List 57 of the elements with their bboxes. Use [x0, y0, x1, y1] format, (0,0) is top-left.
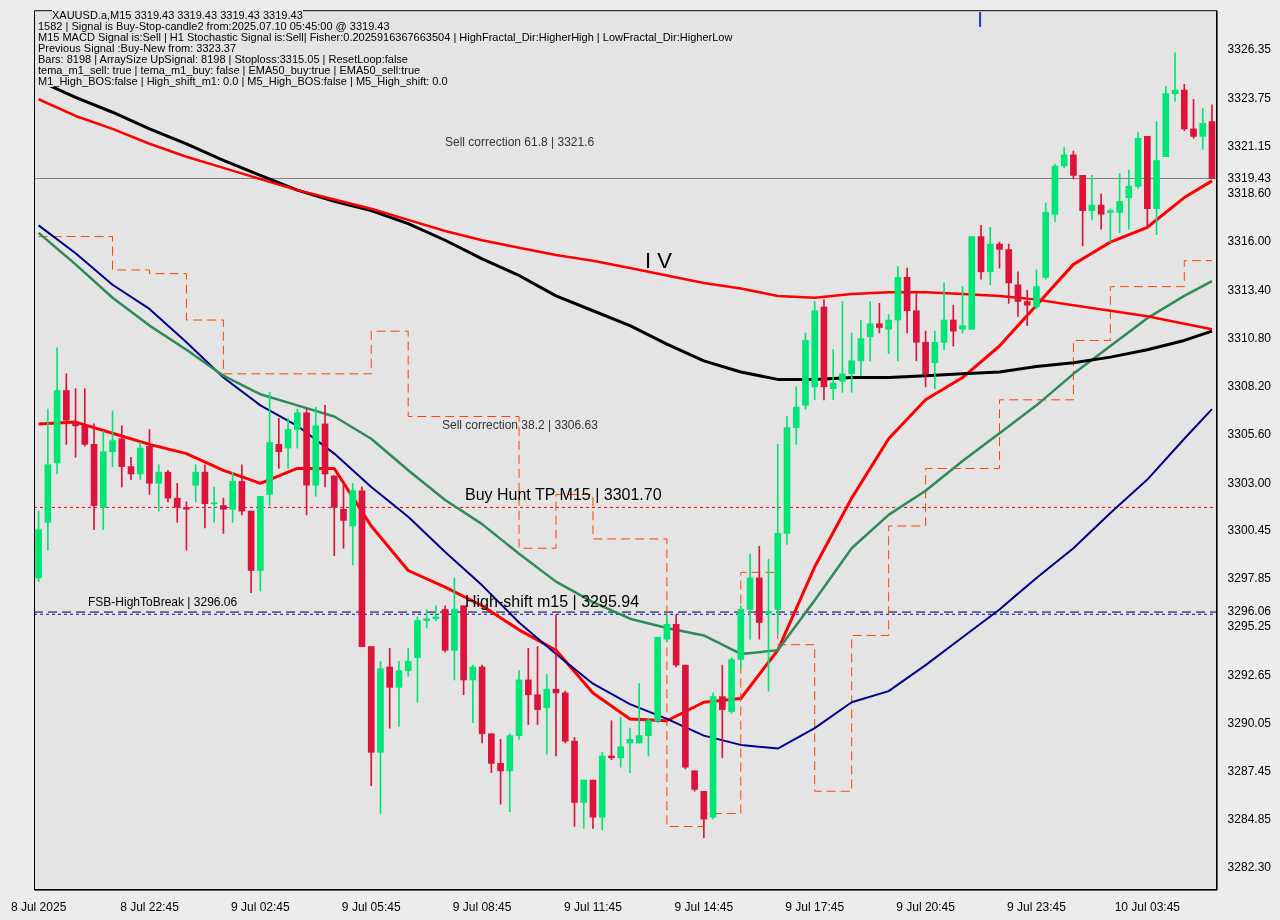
y-tick-label: 3318.60	[1227, 186, 1272, 201]
y-tick-label: 3326.35	[1227, 42, 1272, 57]
y-tick-label: 3300.45	[1227, 522, 1272, 537]
x-tick-label: 9 Jul 02:45	[231, 900, 291, 915]
annotation: Bars: 8198 | ArraySize UpSignal: 8198 | Stoploss:3315.05 | ResetLoop:false	[38, 53, 408, 66]
annotation: 1582 | Signal is Buy-Stop-candle2 from:2025.07.10 05:45:00 @ 3319.43	[38, 20, 390, 33]
x-tick-label: 9 Jul 08:45	[452, 900, 512, 915]
y-tick-label: 3295.25	[1227, 619, 1272, 634]
y-tick-label: 3303.00	[1227, 475, 1272, 490]
candlestick	[173, 482, 181, 523]
annotation: M1_High_BOS:false | High_shift_m1: 0.0 | M5_High_BOS:false | M5_High_shift: 0.0	[38, 75, 448, 88]
y-tick-label: 3310.80	[1227, 330, 1272, 345]
candlestick	[635, 683, 643, 744]
annotation: tema_m1_sell: true | tema_m1_buy: false | EMA50_buy:true | EMA50_sell:true	[38, 64, 421, 77]
y-tick-label: 3282.30	[1227, 859, 1272, 874]
candlestick	[1023, 290, 1031, 326]
x-tick-label: 9 Jul 11:45	[564, 900, 623, 915]
x-tick-label: 9 Jul 05:45	[341, 900, 401, 915]
y-tick-label: 3319.43	[1227, 170, 1272, 185]
candlestick	[829, 349, 837, 401]
candlestick	[386, 648, 394, 729]
annotation: Previous Signal :Buy-New from: 3323.37	[38, 42, 237, 55]
x-tick-label: 8 Jul 22:45	[120, 900, 180, 915]
y-tick-label: 3284.85	[1227, 812, 1272, 827]
annotation: I	[977, 7, 984, 32]
annotation: Sell correction 61.8 | 3321.6	[445, 135, 595, 149]
y-tick-label: 3287.45	[1227, 764, 1272, 779]
y-tick-label: 3323.75	[1227, 90, 1272, 105]
annotation: M15 MACD Signal is:Sell | H1 Stochastic Signal is:Sell| Fisher:0.2025916367663504 | HighFractal_Dir:HigherHigh | LowFractal_Dir:HigherLow	[38, 31, 733, 44]
candlestick	[524, 648, 532, 725]
y-tick-label: 3313.40	[1227, 282, 1272, 297]
x-tick-label: 8 Jul 2025	[10, 900, 67, 915]
candlestick	[617, 716, 625, 768]
x-tick-label: 9 Jul 23:45	[1007, 900, 1067, 915]
candlestick	[866, 301, 874, 362]
y-tick-label: 3290.05	[1227, 715, 1272, 730]
x-tick-label: 9 Jul 20:45	[896, 900, 956, 915]
y-tick-label: 3296.06	[1227, 604, 1272, 619]
candlestick	[718, 664, 726, 759]
candlestick	[155, 464, 163, 512]
chart-title: XAUUSD.a,M15 3319.43 3319.43 3319.43 3319.43	[52, 9, 303, 22]
y-tick-label: 3305.60	[1227, 427, 1272, 442]
x-tick-label: 9 Jul 14:45	[674, 900, 734, 915]
x-tick-label: 9 Jul 17:45	[785, 900, 845, 915]
annotation: Sell correction 38.2 | 3306.63	[442, 418, 598, 432]
y-tick-label: 3321.15	[1227, 138, 1272, 153]
ref-line-label: FSB-HighToBreak | 3296.06	[88, 595, 238, 610]
y-tick-label: 3292.65	[1227, 667, 1272, 682]
y-tick-label: 3297.85	[1227, 571, 1272, 586]
candlestick	[848, 332, 855, 393]
candlestick	[543, 674, 551, 755]
candlestick	[210, 486, 218, 523]
y-tick-label: 3308.20	[1227, 379, 1272, 394]
annotation: I V	[645, 248, 672, 273]
y-tick-label: 3316.00	[1227, 234, 1272, 249]
x-tick-label: 10 Jul 03:45	[1114, 900, 1181, 915]
candlestick	[1125, 169, 1133, 230]
